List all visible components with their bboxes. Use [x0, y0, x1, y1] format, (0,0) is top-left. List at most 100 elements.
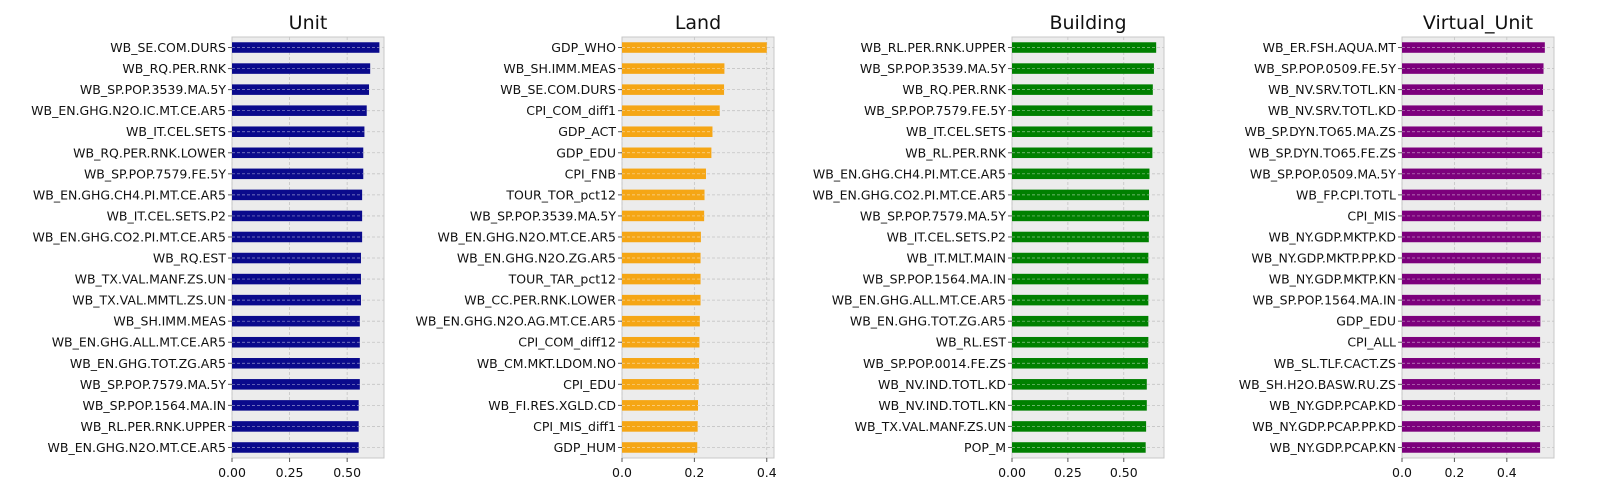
- y-tick-label-wb-cc-per-rnk-lower: WB_CC.PER.RNK.LOWER: [464, 293, 616, 308]
- y-tick-label-wb-en-ghg-all-mt-ce-ar5: WB_EN.GHG.ALL.MT.CE.AR5: [52, 335, 226, 350]
- bar-wb-rq-est: [232, 252, 361, 264]
- y-tick-label-wb-en-ghg-co2-pi-mt-ce-ar5: WB_EN.GHG.CO2.PI.MT.CE.AR5: [32, 229, 226, 244]
- y-tick-label-wb-ny-gdp-pcap-kn: WB_NY.GDP.PCAP.KN: [1270, 440, 1396, 455]
- panel-virtual-unit: WB_ER.FSH.AQUA.MT WB_SP.POP.0509.FE.5Y WB_…: [1239, 12, 1555, 480]
- x-tick-label-1: 0.2: [1444, 465, 1464, 480]
- x-tick-label-2: 0.50: [1110, 465, 1138, 480]
- y-tick-label-wb-nv-ind-totl-kd: WB_NV.IND.TOTL.KD: [878, 377, 1006, 392]
- y-tick-label-wb-sp-pop-0014-fe-zs: WB_SP.POP.0014.FE.ZS: [863, 356, 1006, 371]
- bar-wb-se-com-durs: [232, 42, 380, 53]
- bar-wb-sp-pop-3539-ma-5y: [232, 84, 370, 95]
- y-tick-label-wb-it-cel-sets: WB_IT.CEL.SETS: [906, 124, 1006, 139]
- y-tick-label-gdp-edu: GDP_EDU: [556, 145, 616, 160]
- y-tick-label-wb-ny-gdp-mktp-kd: WB_NY.GDP.MKTP.KD: [1268, 229, 1396, 244]
- plot-area: [1011, 36, 1165, 459]
- bar-wb-sp-pop-1564-ma-in: [232, 400, 359, 411]
- bar-wb-sl-tlf-cact-zs: [1402, 358, 1541, 369]
- plot-area: [621, 36, 775, 459]
- y-tick-label-wb-rq-per-rnk-lower: WB_RQ.PER.RNK.LOWER: [73, 145, 226, 160]
- y-tick-label-wb-rq-est: WB_RQ.EST: [153, 251, 227, 266]
- bar-wb-ny-gdp-pcap-kd: [1402, 400, 1541, 411]
- y-tick-label-cpi-mis-diff1: CPI_MIS_diff1: [533, 419, 616, 434]
- bar-cpi-mis: [1402, 210, 1542, 222]
- y-tick-label-wb-en-ghg-tot-zg-ar5: WB_EN.GHG.TOT.ZG.AR5: [850, 314, 1006, 329]
- x-tick-label-0: 0.00: [218, 465, 246, 480]
- y-tick-label-cpi-all: CPI_ALL: [1347, 335, 1396, 350]
- bar-wb-cm-mkt-ldom-no: [622, 358, 700, 369]
- y-tick-label-gdp-hum: GDP_HUM: [554, 440, 616, 455]
- y-tick-label-wb-it-cel-sets: WB_IT.CEL.SETS: [126, 124, 226, 139]
- y-tick-label-cpi-com-diff1: CPI_COM_diff1: [526, 103, 616, 118]
- chart-title-unit: Unit: [289, 12, 328, 34]
- x-tick-label-2: 0.4: [1497, 465, 1517, 480]
- y-tick-label-wb-en-ghg-ch4-pi-mt-ce-ar5: WB_EN.GHG.CH4.PI.MT.CE.AR5: [813, 166, 1006, 181]
- bar-cpi-com-diff12: [622, 336, 700, 348]
- bar-wb-cc-per-rnk-lower: [622, 294, 701, 306]
- y-tick-label-wb-en-ghg-co2-pi-mt-ce-ar5: WB_EN.GHG.CO2.PI.MT.CE.AR5: [812, 187, 1006, 202]
- bar-wb-en-ghg-ch4-pi-mt-ce-ar5: [1012, 168, 1150, 180]
- bar-wb-en-ghg-tot-zg-ar5: [232, 358, 360, 369]
- panel-unit: WB_SE.COM.DURS WB_RQ.PER.RNK WB_SP.POP.353…: [31, 12, 385, 480]
- bar-wb-ny-gdp-pcap-kn: [1402, 442, 1541, 453]
- bar-wb-fp-cpi-totl: [1402, 189, 1542, 201]
- y-tick-label-wb-ny-gdp-mktp-pp-kd: WB_NY.GDP.MKTP.PP.KD: [1251, 251, 1396, 266]
- bar-wb-rl-est: [1012, 336, 1149, 348]
- y-tick-label-wb-sp-pop-7579-ma-5y: WB_SP.POP.7579.MA.5Y: [860, 208, 1006, 223]
- bar-wb-ny-gdp-mktp-pp-kd: [1402, 252, 1541, 264]
- y-tick-label-wb-sp-pop-3539-ma-5y: WB_SP.POP.3539.MA.5Y: [860, 61, 1006, 76]
- bar-wb-en-ghg-tot-zg-ar5: [1012, 315, 1149, 327]
- bar-wb-en-ghg-n2o-mt-ce-ar5: [622, 231, 701, 243]
- y-tick-label-wb-sp-pop-0509-ma-5y: WB_SP.POP.0509.MA.5Y: [1250, 166, 1396, 181]
- y-tick-label-wb-en-ghg-n2o-ic-mt-ce-ar5: WB_EN.GHG.N2O.IC.MT.CE.AR5: [31, 103, 226, 118]
- bar-wb-tx-val-manf-zs-un: [232, 273, 361, 285]
- panel-building: WB_RL.PER.RNK.UPPER WB_SP.POP.3539.MA.5Y W…: [812, 12, 1165, 480]
- x-tick-label-0: 0.0: [1392, 465, 1412, 480]
- y-tick-label-wb-se-com-durs: WB_SE.COM.DURS: [110, 40, 226, 55]
- bar-wb-sp-pop-0509-ma-5y: [1402, 168, 1542, 180]
- chart-title-building: Building: [1049, 12, 1126, 34]
- y-tick-label-wb-tx-val-manf-zs-un: WB_TX.VAL.MANF.ZS.UN: [75, 272, 226, 287]
- bar-wb-sp-pop-7579-ma-5y: [1012, 210, 1150, 222]
- x-tick-label-0: 0.00: [998, 465, 1026, 480]
- y-tick-label-wb-ny-gdp-mktp-kn: WB_NY.GDP.MKTP.KN: [1269, 272, 1396, 287]
- y-tick-label-wb-rq-per-rnk: WB_RQ.PER.RNK: [122, 61, 226, 76]
- plot-area: [1401, 36, 1555, 459]
- y-tick-label-tour-tor-pct12: TOUR_TOR_pct12: [505, 187, 616, 202]
- y-tick-label-pop-m: POP_M: [964, 440, 1006, 455]
- y-tick-label-wb-rl-est: WB_RL.EST: [936, 335, 1007, 350]
- y-tick-label-wb-fp-cpi-totl: WB_FP.CPI.TOTL: [1296, 187, 1396, 202]
- bar-wb-sp-pop-1564-ma-in: [1402, 294, 1541, 306]
- y-tick-label-wb-fi-res-xgld-cd: WB_FI.RES.XGLD.CD: [488, 398, 616, 413]
- bar-tour-tar-pct12: [622, 273, 701, 285]
- bar-wb-en-ghg-n2o-mt-ce-ar5: [232, 442, 359, 453]
- y-tick-label-wb-it-cel-sets-p2: WB_IT.CEL.SETS.P2: [107, 208, 226, 223]
- y-tick-label-cpi-edu: CPI_EDU: [563, 377, 616, 392]
- x-tick-label-0: 0.0: [612, 465, 632, 480]
- y-tick-label-wb-sp-pop-7579-fe-5y: WB_SP.POP.7579.FE.5Y: [84, 166, 226, 181]
- y-tick-label-wb-en-ghg-all-mt-ce-ar5: WB_EN.GHG.ALL.MT.CE.AR5: [832, 293, 1006, 308]
- bar-wb-en-ghg-all-mt-ce-ar5: [232, 336, 360, 348]
- plot-area: [231, 36, 385, 459]
- y-tick-label-tour-tar-pct12: TOUR_TAR_pct12: [508, 272, 616, 287]
- y-tick-label-wb-sp-pop-7579-ma-5y: WB_SP.POP.7579.MA.5Y: [80, 377, 226, 392]
- y-tick-label-wb-it-mlt-main: WB_IT.MLT.MAIN: [906, 251, 1006, 266]
- y-tick-label-cpi-mis: CPI_MIS: [1347, 208, 1396, 223]
- y-tick-label-wb-tx-val-mmtl-zs-un: WB_TX.VAL.MMTL.ZS.UN: [72, 293, 226, 308]
- bar-wb-en-ghg-n2o-zg-ar5: [622, 252, 701, 264]
- bar-wb-ny-gdp-mktp-kd: [1402, 231, 1541, 243]
- chart-title-land: Land: [675, 12, 721, 34]
- x-tick-label-2: 0.4: [757, 465, 777, 480]
- bar-wb-en-ghg-n2o-ag-mt-ce-ar5: [622, 315, 700, 327]
- y-tick-label-wb-sh-imm-meas: WB_SH.IMM.MEAS: [503, 61, 616, 76]
- bar-wb-it-cel-sets-p2: [1012, 231, 1149, 243]
- y-tick-label-wb-en-ghg-ch4-pi-mt-ce-ar5: WB_EN.GHG.CH4.PI.MT.CE.AR5: [33, 187, 226, 202]
- y-tick-label-wb-sp-pop-1564-ma-in: WB_SP.POP.1564.MA.IN: [862, 272, 1006, 287]
- y-tick-label-wb-sp-pop-0509-fe-5y: WB_SP.POP.0509.FE.5Y: [1254, 61, 1396, 76]
- y-tick-label-wb-sp-pop-3539-ma-5y: WB_SP.POP.3539.MA.5Y: [470, 208, 616, 223]
- bar-gdp-edu: [622, 147, 712, 159]
- bar-wb-rq-per-rnk: [232, 63, 371, 74]
- chart-title-virtual-unit: Virtual_Unit: [1423, 12, 1533, 34]
- y-tick-label-wb-nv-srv-totl-kn: WB_NV.SRV.TOTL.KN: [1268, 82, 1396, 97]
- bar-wb-tx-val-mmtl-zs-un: [232, 294, 361, 306]
